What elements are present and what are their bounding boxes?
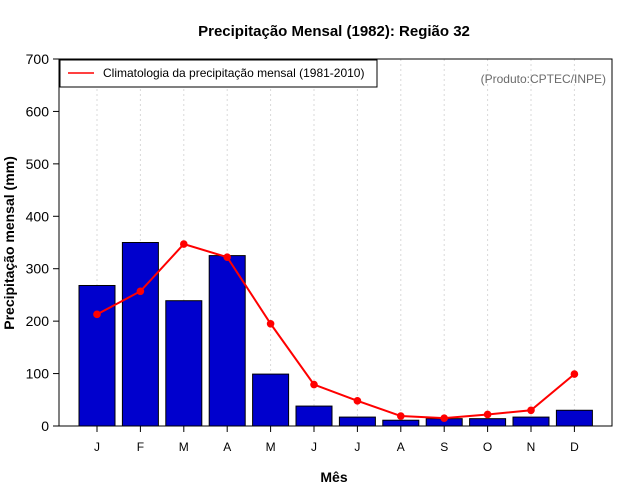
- x-tick-label: J: [354, 440, 360, 454]
- y-axis: 0 100 200 300 400 500 600 700: [26, 51, 59, 434]
- precip-bar: [382, 419, 420, 427]
- y-tick-label: 100: [26, 366, 50, 382]
- climatology-point: [570, 370, 579, 378]
- x-tick-label: S: [440, 440, 448, 454]
- y-tick-label: 0: [41, 418, 49, 434]
- y-tick-label: 600: [26, 103, 50, 119]
- legend-label: Climatologia da precipitação mensal (198…: [103, 66, 364, 80]
- y-tick-label: 300: [26, 261, 50, 277]
- precip-bar: [469, 418, 507, 427]
- x-tick-label: A: [223, 440, 231, 454]
- precip-bar: [121, 242, 159, 427]
- precip-bar: [295, 405, 333, 427]
- precip-bar: [512, 416, 550, 427]
- climatology-point: [136, 287, 145, 296]
- x-tick-label: O: [483, 440, 492, 454]
- x-tick-label: N: [527, 440, 536, 454]
- climatology-point: [266, 319, 275, 328]
- y-tick-label: 200: [26, 313, 50, 329]
- climatology-point: [353, 397, 362, 405]
- precip-bar: [208, 255, 246, 427]
- y-tick-label: 700: [26, 51, 50, 67]
- x-axis-label: Mês: [320, 469, 347, 485]
- precip-bar: [165, 300, 203, 427]
- climatology-point: [527, 406, 535, 415]
- credit-text: (Produto:CPTEC/INPE): [481, 72, 606, 86]
- precip-bar: [555, 409, 593, 427]
- x-tick-label: A: [397, 440, 405, 454]
- x-tick-label: M: [266, 440, 276, 454]
- climatology-point: [440, 414, 449, 422]
- y-tick-label: 500: [26, 156, 50, 172]
- climatology-point: [310, 380, 318, 389]
- climatology-point: [180, 240, 188, 248]
- legend: Climatologia da precipitação mensal (198…: [59, 59, 378, 88]
- climatology-point: [93, 310, 101, 319]
- x-tick-label: M: [179, 440, 189, 454]
- legend-box: [59, 59, 378, 88]
- y-tick-label: 400: [26, 208, 50, 224]
- climatology-point: [483, 410, 492, 419]
- climatology-line-group: [93, 240, 579, 422]
- x-tick-label: J: [94, 440, 100, 454]
- precip-bar: [338, 416, 376, 427]
- chart-title: Precipitação Mensal (1982): Região 32: [198, 23, 470, 40]
- x-tick-label: F: [137, 440, 144, 454]
- y-axis-label: Precipitação mensal (mm): [1, 156, 17, 330]
- climatology-point: [223, 253, 231, 261]
- precip-bar: [252, 373, 290, 427]
- bars-group: [78, 242, 593, 427]
- plot-frame: [58, 58, 613, 427]
- climatology-line: [96, 242, 576, 420]
- x-tick-label: D: [570, 440, 579, 454]
- climatology-point: [397, 412, 405, 420]
- x-tick-label: J: [311, 440, 317, 454]
